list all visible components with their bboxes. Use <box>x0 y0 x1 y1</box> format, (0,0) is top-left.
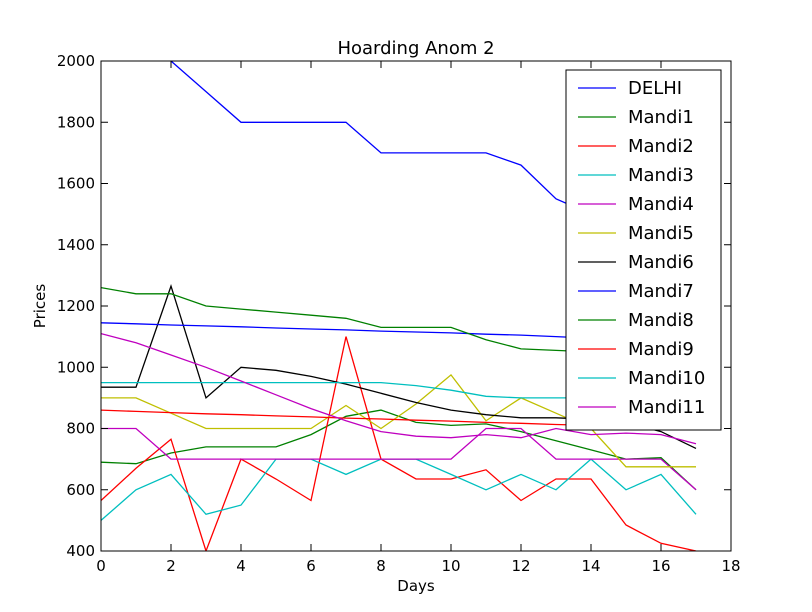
series-line-mandi11 <box>101 332 697 445</box>
x-tick-label: 4 <box>236 557 246 575</box>
legend-label: Mandi10 <box>628 368 705 389</box>
legend-label: Mandi6 <box>628 252 694 273</box>
legend-label: Mandi7 <box>628 281 694 302</box>
y-tick-label: 1600 <box>57 175 95 193</box>
legend-label: Mandi8 <box>628 310 694 331</box>
legend-label: Mandi9 <box>628 339 694 360</box>
x-tick-label: 6 <box>306 557 316 575</box>
legend-label: Mandi5 <box>628 223 694 244</box>
x-tick-label: 2 <box>166 557 176 575</box>
x-tick-label: 14 <box>581 557 600 575</box>
legend-label: Mandi3 <box>628 165 694 186</box>
x-tick-label: 16 <box>651 557 670 575</box>
series-line-mandi3 <box>101 458 697 521</box>
y-tick-label: 1400 <box>57 236 95 254</box>
x-tick-label: 10 <box>441 557 460 575</box>
y-tick-label: 400 <box>66 542 95 560</box>
y-tick-label: 1000 <box>57 358 95 376</box>
chart-title: Hoarding Anom 2 <box>337 38 494 59</box>
legend-box <box>565 69 722 431</box>
axes: 0 2 4 6 8 10 12 14 16 18 400 600 800 1000 1200 1400 1600… <box>57 52 741 575</box>
y-tick-label: 600 <box>66 481 95 499</box>
legend-label: Mandi2 <box>628 136 694 157</box>
legend-label: DELHI <box>628 78 682 99</box>
legend-label: Mandi1 <box>628 107 694 128</box>
x-axis-title: Days <box>397 577 435 595</box>
y-tick-label: 2000 <box>57 52 95 70</box>
series-line-mandi2 <box>101 336 697 551</box>
y-axis-title: Prices <box>31 284 49 329</box>
legend: DELHI Mandi1 Mandi2 Mandi3 Mandi4 Mandi5 Mandi… <box>565 69 722 431</box>
series-line-mandi4 <box>101 427 697 491</box>
legend-label: Mandi4 <box>628 194 694 215</box>
x-tick-label: 0 <box>96 557 106 575</box>
legend-label: Mandi11 <box>628 397 705 418</box>
x-tick-label: 8 <box>376 557 386 575</box>
y-tick-label: 800 <box>66 420 95 438</box>
y-tick-label: 1200 <box>57 297 95 315</box>
x-tick-label: 18 <box>721 557 740 575</box>
y-tick-label: 1800 <box>57 113 95 131</box>
x-tick-label: 12 <box>511 557 530 575</box>
